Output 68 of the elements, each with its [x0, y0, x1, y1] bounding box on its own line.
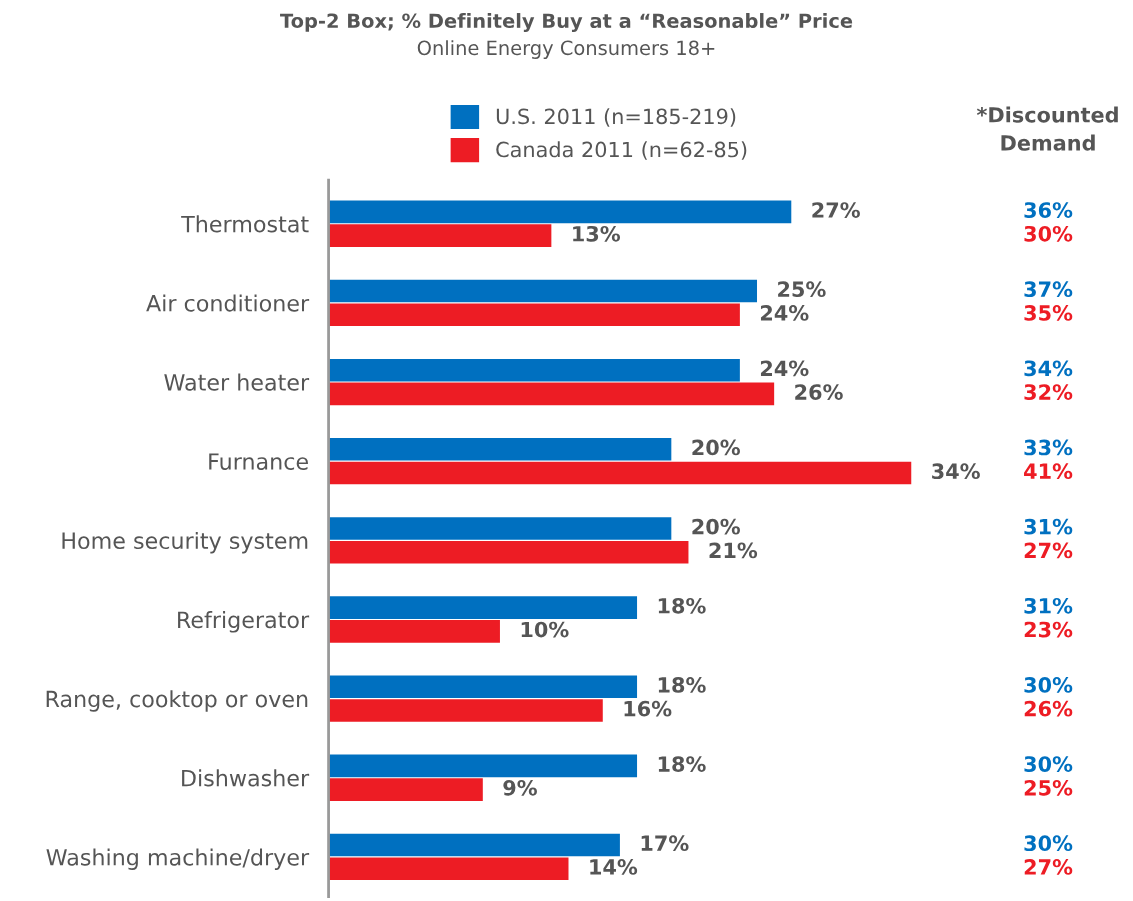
- text: 30%: [1024, 756, 1073, 772]
- data-label: 34%: [932, 463, 980, 480]
- bar: [328, 382, 775, 406]
- data-label: 14%: [590, 859, 638, 875]
- text: 30%: [1024, 835, 1073, 852]
- data-label: 26%: [795, 384, 843, 400]
- text: 31%: [1024, 597, 1073, 614]
- bar: [328, 358, 740, 382]
- bar: [328, 778, 483, 801]
- legend-label: Canada 2011 (n=62-85): [496, 141, 747, 160]
- bar: [328, 279, 758, 303]
- data-label: 25%: [778, 281, 826, 298]
- text: 33%: [1024, 439, 1073, 456]
- text: 34%: [1024, 360, 1073, 377]
- data-label: 18%: [658, 677, 706, 693]
- text: 36%: [1024, 202, 1073, 218]
- bar: [328, 438, 672, 461]
- text: 26%: [1024, 700, 1073, 717]
- data-label: 10%: [521, 621, 569, 638]
- data-label: 13%: [573, 225, 621, 242]
- text: 23%: [1024, 621, 1073, 638]
- y-tick-label: Home security system: [62, 531, 308, 554]
- bar: [328, 224, 552, 247]
- chart-subtitle: Online Energy Consumers 18+: [417, 40, 715, 59]
- text: 37%: [1024, 281, 1073, 298]
- y-tick-label: Washing machine/dryer: [46, 848, 310, 870]
- y-tick-label: Dishwasher: [182, 769, 310, 787]
- data-label: 21%: [709, 542, 758, 559]
- text: 41%: [1024, 463, 1073, 480]
- y-tick-label: Refrigerator: [178, 611, 310, 633]
- text: 27%: [1024, 542, 1073, 559]
- data-label: 16%: [624, 700, 672, 717]
- y-tick-label: Water heater: [164, 373, 310, 391]
- data-label: 18%: [658, 756, 706, 772]
- data-label: 9%: [503, 779, 537, 796]
- text: 32%: [1024, 384, 1073, 400]
- y-tick-label: Furnance: [209, 453, 308, 470]
- data-label: 27%: [812, 202, 860, 218]
- chart-title: Top-2 Box; % Definitely Buy at a “Reasonable” Price: [280, 13, 853, 33]
- bar: [328, 200, 792, 224]
- data-label: 18%: [658, 597, 706, 614]
- data-label: 20%: [692, 439, 740, 456]
- text: *Discounted Demand: [976, 106, 1118, 151]
- bar: [328, 699, 603, 722]
- bar: [328, 675, 638, 699]
- bar: [328, 461, 912, 485]
- text: 30%: [1024, 677, 1073, 693]
- bar: [328, 517, 672, 540]
- text: 35%: [1024, 305, 1073, 321]
- text: 27%: [1024, 859, 1073, 875]
- bar: [328, 620, 500, 643]
- y-tick-label: Range, cooktop or oven: [46, 690, 308, 712]
- bar: [328, 857, 569, 881]
- bar: [328, 754, 638, 778]
- bar: [328, 833, 620, 857]
- text: 31%: [1024, 518, 1073, 535]
- y-tick-label: Air conditioner: [146, 294, 310, 312]
- bar: [328, 303, 740, 327]
- data-label: 24%: [760, 305, 809, 321]
- bar: [328, 596, 638, 619]
- y-tick-label: Thermostat: [181, 215, 309, 233]
- text: 30%: [1024, 225, 1073, 242]
- data-label: 20%: [692, 518, 740, 535]
- data-label: 24%: [760, 360, 809, 377]
- data-label: 17%: [641, 835, 689, 852]
- text: 25%: [1024, 779, 1073, 796]
- legend-label: U.S. 2011 (n=185-219): [496, 108, 736, 127]
- bar: [328, 540, 689, 564]
